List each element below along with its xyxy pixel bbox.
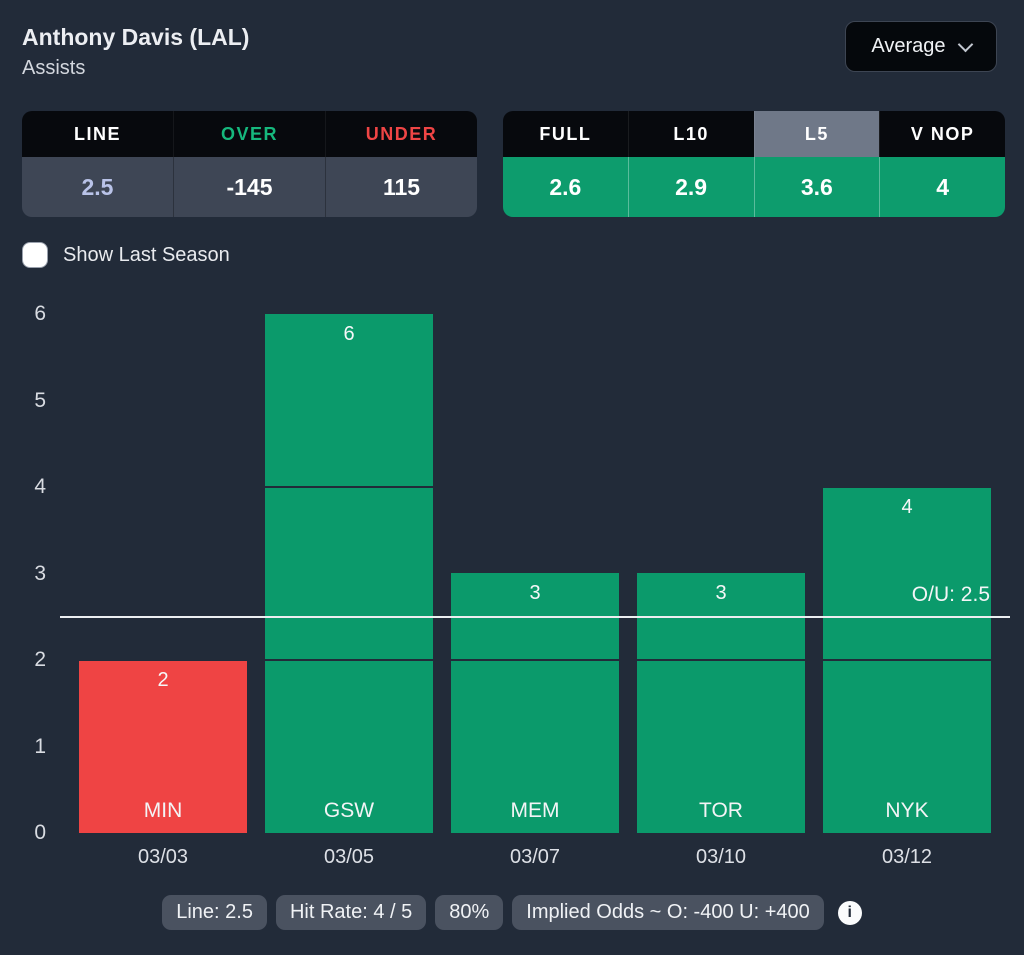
bar-value-label: 2 (157, 669, 169, 691)
bar-team-label: GSW (323, 799, 375, 822)
splits-tab-l5[interactable]: L5 (753, 111, 880, 157)
bar-tor: 3 TOR (637, 573, 805, 833)
show-last-season-checkbox[interactable] (22, 242, 48, 268)
y-axis-tick-2: 2 (34, 648, 46, 671)
bar-gsw: 6 GSW (265, 314, 433, 833)
over-under-line (60, 615, 1010, 618)
splits-table-header-row: FULL L10 L5 V NOP (503, 111, 1005, 157)
odds-header-over: OVER (173, 111, 325, 157)
summary-footer: Line: 2.5 Hit Rate: 4 / 5 80% Implied Odds … (0, 895, 1024, 930)
footer-badge-hit-rate: Hit Rate: 4 / 5 (275, 895, 427, 930)
over-under-line-label: O/U: 2.5 (911, 582, 990, 606)
bar-team-label: MIN (143, 799, 183, 822)
date-label-03-10: 03/10 (695, 846, 747, 868)
y-axis-tick-0: 0 (34, 821, 46, 844)
y-axis-tick-1: 1 (34, 734, 46, 758)
gridline-2 (60, 659, 1010, 661)
odds-value-over: -145 (173, 157, 325, 217)
bar-team-label: NYK (885, 799, 929, 822)
assists-bar-chart: O/U: 2.5 0 1 2 3 4 5 6 2 MIN 6 GSW 3 MEM 3 TOR 4 NYK (0, 290, 1024, 844)
chevron-down-icon (957, 36, 973, 52)
odds-header-under: UNDER (325, 111, 477, 157)
odds-table-header-row: LINE OVER UNDER (22, 111, 477, 157)
x-axis-date-labels: 03/03 03/05 03/07 03/10 03/12 (0, 846, 1024, 874)
y-axis-tick-3: 3 (34, 561, 46, 585)
date-label-03-07: 03/07 (509, 846, 561, 868)
average-select-label: Average (871, 35, 946, 57)
odds-table: LINE OVER UNDER 2.5 -145 115 (22, 111, 477, 217)
bar-team-label: MEM (510, 799, 560, 822)
bar-value-label: 4 (901, 496, 913, 518)
splits-value-v-nop: 4 (879, 157, 1005, 217)
bar-min: 2 MIN (79, 660, 247, 833)
bar-value-label: 3 (529, 582, 541, 604)
gridline-4 (60, 486, 1010, 488)
date-label-03-03: 03/03 (137, 846, 189, 868)
average-select[interactable]: Average (845, 21, 997, 72)
date-label-03-05: 03/05 (323, 846, 375, 868)
y-axis-tick-5: 5 (34, 388, 46, 412)
footer-badge-line: Line: 2.5 (162, 895, 267, 930)
odds-value-under: 115 (325, 157, 477, 217)
bar-mem: 3 MEM (451, 573, 619, 833)
splits-table-value-row: 2.6 2.9 3.6 4 (503, 157, 1005, 217)
footer-badge-80-: 80% (435, 895, 504, 930)
page-title: Anthony Davis (LAL) (22, 24, 250, 50)
show-last-season-row[interactable]: Show Last Season (22, 242, 230, 268)
bar-team-label: TOR (699, 799, 743, 822)
splits-value-full: 2.6 (549, 173, 582, 200)
y-axis-tick-4: 4 (34, 475, 46, 498)
odds-table-value-row: 2.5 -145 115 (22, 157, 477, 217)
y-axis-tick-6: 6 (34, 302, 46, 325)
footer-badge-implied-odds-o: Implied Odds ~ O: -400 U: +400 (512, 895, 824, 930)
bar-value-label: 6 (343, 323, 355, 345)
stat-type-label: Assists (22, 57, 86, 79)
splits-tab-l10[interactable]: L10 (627, 111, 754, 157)
info-icon[interactable]: i (837, 900, 862, 925)
odds-header-line: LINE (73, 123, 121, 144)
splits-value-l10: 2.9 (627, 157, 754, 217)
odds-value-line: 2.5 (81, 173, 114, 200)
bar-value-label: 3 (715, 582, 727, 604)
show-last-season-label: Show Last Season (63, 243, 230, 266)
date-label-03-12: 03/12 (881, 846, 933, 868)
splits-tab-full[interactable]: FULL (539, 123, 592, 144)
splits-value-l5: 3.6 (753, 157, 880, 217)
splits-table: FULL L10 L5 V NOP 2.6 2.9 3.6 4 (503, 111, 1005, 217)
splits-tab-v-nop[interactable]: V NOP (879, 111, 1005, 157)
